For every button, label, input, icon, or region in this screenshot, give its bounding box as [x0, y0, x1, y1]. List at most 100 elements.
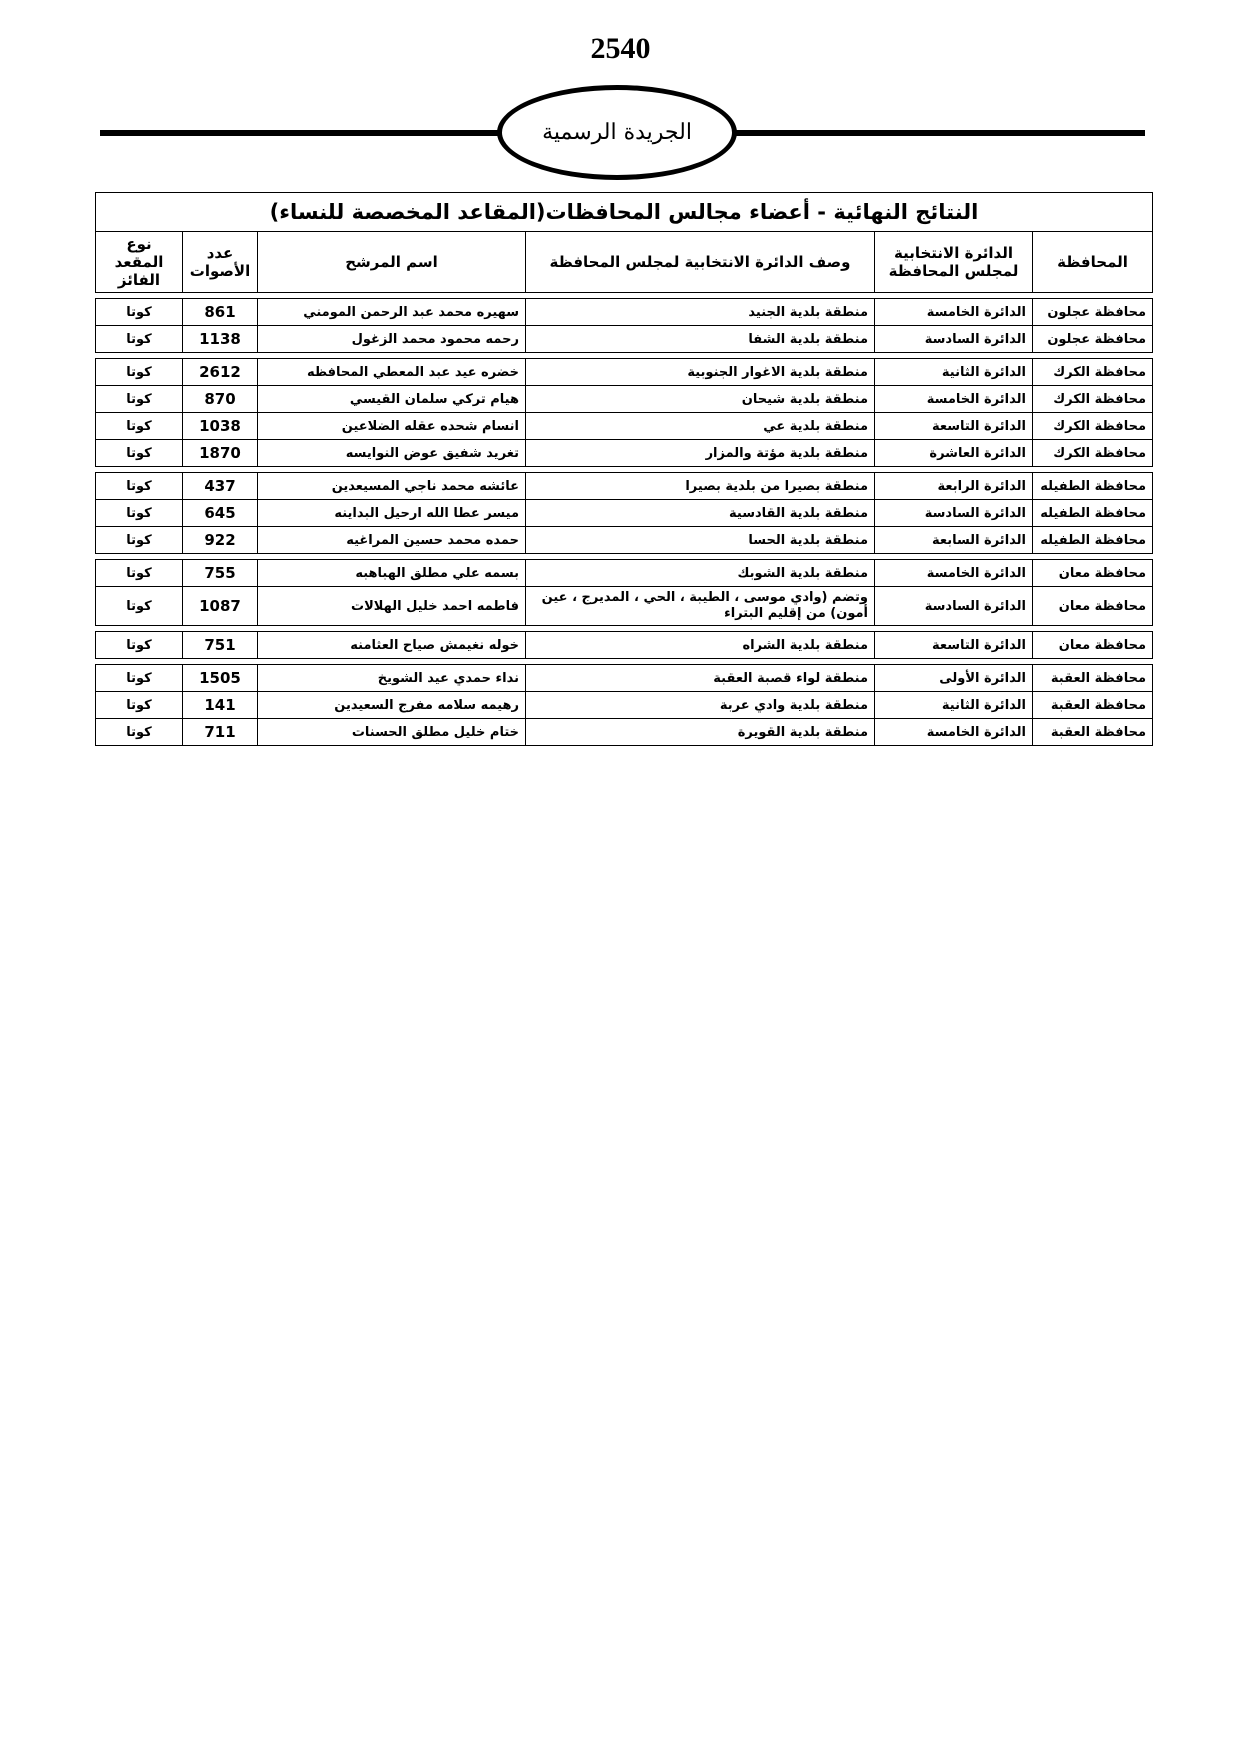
table-row: محافظة معان الدائرة التاسعة منطقة بلدية ال…	[95, 631, 1153, 659]
row-group: محافظة معان الدائرة الخامسة منطقة بلدية ال…	[95, 559, 1153, 626]
masthead-rule-right	[735, 130, 1145, 136]
cell-description: منطقة بلدية عي	[525, 412, 875, 440]
header-description: وصف الدائرة الانتخابية لمجلس المحافظة	[525, 231, 875, 293]
table-header: المحافظة الدائرة الانتخابية لمجلس المحاف…	[95, 231, 1153, 293]
header-governorate: المحافظة	[1032, 231, 1153, 293]
table-row: محافظة الكرك الدائرة العاشرة منطقة بلدية م…	[95, 439, 1153, 467]
header-seat-type: نوع المقعد الفائز	[95, 231, 183, 293]
cell-district: الدائرة السادسة	[874, 325, 1033, 353]
cell-seat-type: كوتا	[95, 472, 183, 500]
table-body: محافظة عجلون الدائرة الخامسة منطقة بلدية ا…	[95, 298, 1153, 746]
cell-district: الدائرة الخامسة	[874, 718, 1033, 746]
cell-candidate: حمده محمد حسين المراغيه	[257, 526, 526, 554]
cell-description: منطقة بلدية الشفا	[525, 325, 875, 353]
cell-votes: 755	[182, 559, 258, 587]
cell-governorate: محافظة الطفيله	[1032, 526, 1153, 554]
cell-governorate: محافظة عجلون	[1032, 298, 1153, 326]
cell-description: منطقة بلدية الشوبك	[525, 559, 875, 587]
cell-governorate: محافظة معان	[1032, 559, 1153, 587]
cell-governorate: محافظة العقبة	[1032, 718, 1153, 746]
cell-candidate: تغريد شفيق عوض النوايسه	[257, 439, 526, 467]
cell-candidate: سهيره محمد عبد الرحمن المومني	[257, 298, 526, 326]
cell-governorate: محافظة الكرك	[1032, 358, 1153, 386]
cell-description: منطقة بلدية الحسا	[525, 526, 875, 554]
row-group: محافظة الكرك الدائرة الثانية منطقة بلدية ا…	[95, 358, 1153, 467]
cell-seat-type: كوتا	[95, 298, 183, 326]
cell-votes: 1087	[182, 586, 258, 626]
cell-governorate: محافظة العقبة	[1032, 691, 1153, 719]
cell-votes: 645	[182, 499, 258, 527]
cell-candidate: بسمه علي مطلق الهباهبه	[257, 559, 526, 587]
cell-governorate: محافظة معان	[1032, 586, 1153, 626]
cell-district: الدائرة الأولى	[874, 664, 1033, 692]
cell-seat-type: كوتا	[95, 412, 183, 440]
cell-seat-type: كوتا	[95, 664, 183, 692]
cell-candidate: خضره عيد عبد المعطي المحافظه	[257, 358, 526, 386]
cell-seat-type: كوتا	[95, 358, 183, 386]
row-group: محافظة عجلون الدائرة الخامسة منطقة بلدية ا…	[95, 298, 1153, 353]
table-row: محافظة معان الدائرة الخامسة منطقة بلدية ال…	[95, 559, 1153, 587]
cell-votes: 2612	[182, 358, 258, 386]
cell-votes: 1138	[182, 325, 258, 353]
cell-governorate: محافظة الكرك	[1032, 439, 1153, 467]
cell-governorate: محافظة العقبة	[1032, 664, 1153, 692]
cell-district: الدائرة السادسة	[874, 586, 1033, 626]
cell-candidate: ميسر عطا الله ارحيل البداينه	[257, 499, 526, 527]
cell-seat-type: كوتا	[95, 691, 183, 719]
cell-seat-type: كوتا	[95, 718, 183, 746]
cell-district: الدائرة الخامسة	[874, 559, 1033, 587]
page-number: 2540	[590, 32, 651, 65]
cell-candidate: هيام تركي سلمان القيسي	[257, 385, 526, 413]
cell-governorate: محافظة معان	[1032, 631, 1153, 659]
cell-description: وتضم (وادي موسى ، الطيبة ، الحي ، المدير…	[525, 586, 875, 626]
table-row: محافظة عجلون الدائرة الخامسة منطقة بلدية ا…	[95, 298, 1153, 326]
row-group: محافظة معان الدائرة التاسعة منطقة بلدية ال…	[95, 631, 1153, 659]
cell-seat-type: كوتا	[95, 559, 183, 587]
cell-candidate: رهيمه سلامه مفرج السعيدين	[257, 691, 526, 719]
header-candidate: اسم المرشح	[257, 231, 526, 293]
cell-seat-type: كوتا	[95, 385, 183, 413]
cell-description: منطقة لواء قصبة العقبة	[525, 664, 875, 692]
cell-seat-type: كوتا	[95, 325, 183, 353]
cell-votes: 922	[182, 526, 258, 554]
cell-governorate: محافظة الكرك	[1032, 385, 1153, 413]
table-row: محافظة الطفيله الدائرة السابعة منطقة بلدية…	[95, 526, 1153, 554]
cell-description: منطقة بلدية الاغوار الجنوبية	[525, 358, 875, 386]
table-row: محافظة معان الدائرة السادسة وتضم (وادي موس…	[95, 586, 1153, 626]
cell-candidate: نداء حمدي عيد الشويخ	[257, 664, 526, 692]
table-row: محافظة العقبة الدائرة الأولى منطقة لواء قص…	[95, 664, 1153, 692]
cell-description: منطقة بلدية القويرة	[525, 718, 875, 746]
results-table: النتائج النهائية - أعضاء مجالس المحافظات…	[95, 192, 1153, 746]
masthead-title: الجريدة الرسمية	[542, 120, 692, 145]
header-votes: عدد الأصوات	[182, 231, 258, 293]
cell-candidate: عائشه محمد ناجي المسيعدين	[257, 472, 526, 500]
cell-governorate: محافظة الطفيله	[1032, 499, 1153, 527]
cell-description: منطقة بلدية الجنيد	[525, 298, 875, 326]
table-row: محافظة الكرك الدائرة الثانية منطقة بلدية ا…	[95, 358, 1153, 386]
cell-district: الدائرة التاسعة	[874, 412, 1033, 440]
cell-seat-type: كوتا	[95, 499, 183, 527]
cell-description: منطقة بلدية الشراه	[525, 631, 875, 659]
cell-district: الدائرة الرابعة	[874, 472, 1033, 500]
cell-votes: 1870	[182, 439, 258, 467]
cell-district: الدائرة الثانية	[874, 358, 1033, 386]
cell-governorate: محافظة عجلون	[1032, 325, 1153, 353]
cell-candidate: انسام شحده عقله الضلاعين	[257, 412, 526, 440]
table-row: محافظة الطفيله الدائرة السادسة منطقة بلدية…	[95, 499, 1153, 527]
table-row: محافظة الكرك الدائرة التاسعة منطقة بلدية ع…	[95, 412, 1153, 440]
row-group: محافظة الطفيله الدائرة الرابعة منطقة بصيرا…	[95, 472, 1153, 554]
cell-description: منطقة بلدية شيحان	[525, 385, 875, 413]
cell-description: منطقة بلدية وادي عربة	[525, 691, 875, 719]
cell-description: منطقة بلدية القادسية	[525, 499, 875, 527]
cell-description: منطقة بصيرا من بلدية بصيرا	[525, 472, 875, 500]
cell-district: الدائرة التاسعة	[874, 631, 1033, 659]
cell-votes: 141	[182, 691, 258, 719]
cell-votes: 751	[182, 631, 258, 659]
table-row: محافظة العقبة الدائرة الخامسة منطقة بلدية …	[95, 718, 1153, 746]
cell-district: الدائرة الثانية	[874, 691, 1033, 719]
cell-seat-type: كوتا	[95, 439, 183, 467]
table-title: النتائج النهائية - أعضاء مجالس المحافظات…	[95, 192, 1153, 231]
cell-votes: 861	[182, 298, 258, 326]
cell-district: الدائرة الخامسة	[874, 298, 1033, 326]
masthead-emblem: الجريدة الرسمية	[497, 85, 737, 180]
